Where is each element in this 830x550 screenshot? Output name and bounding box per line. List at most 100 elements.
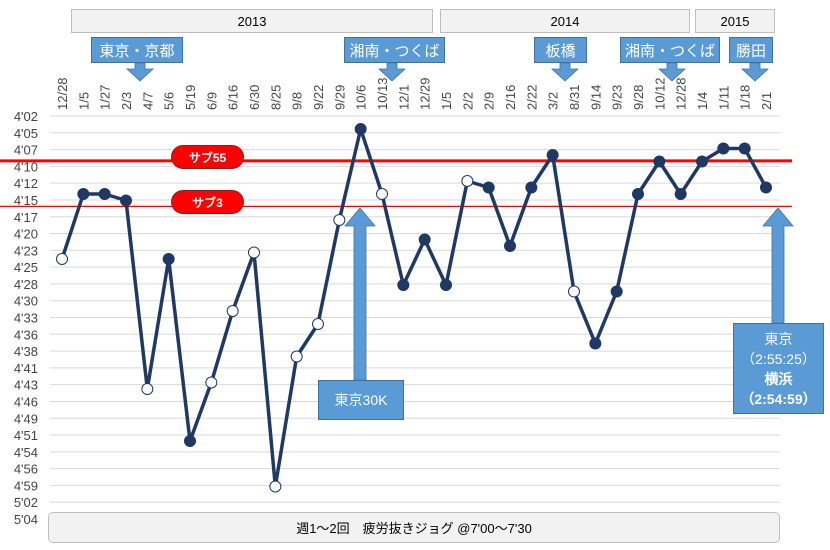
y-tick-label: 4'23 bbox=[14, 243, 38, 258]
data-point bbox=[717, 142, 730, 155]
x-tick-label: 9/14 bbox=[588, 85, 603, 110]
x-tick-label: 1/11 bbox=[716, 86, 731, 110]
x-tick-label: 9/28 bbox=[631, 85, 646, 110]
x-tick-label: 3/2 bbox=[546, 92, 561, 110]
down-arrow-icon bbox=[550, 62, 580, 82]
down-arrow-icon bbox=[657, 62, 687, 82]
x-tick-label: 4/7 bbox=[140, 92, 155, 110]
down-arrow-icon bbox=[125, 62, 155, 82]
y-tick-label: 4'30 bbox=[14, 294, 38, 309]
data-point bbox=[589, 337, 602, 350]
data-point bbox=[290, 350, 303, 363]
year-2015: 2015 bbox=[695, 9, 775, 33]
y-tick-label: 4'46 bbox=[14, 394, 38, 409]
y-tick-label: 5'02 bbox=[14, 495, 38, 510]
data-point bbox=[333, 214, 346, 226]
x-tick-label: 6/9 bbox=[204, 92, 219, 110]
data-point bbox=[461, 175, 474, 187]
x-tick-label: 5/19 bbox=[183, 85, 198, 110]
x-tick-label: 2/16 bbox=[503, 85, 518, 110]
y-tick-label: 4'51 bbox=[14, 428, 38, 443]
data-point bbox=[610, 285, 623, 298]
result-yokohama-label: 横浜 bbox=[764, 370, 793, 387]
x-tick-label: 10/6 bbox=[354, 85, 369, 110]
data-point bbox=[205, 376, 218, 389]
x-tick-label: 2/3 bbox=[119, 92, 134, 110]
x-tick-label: 9/22 bbox=[311, 85, 326, 110]
y-tick-label: 4'15 bbox=[14, 193, 38, 208]
data-point bbox=[418, 233, 431, 246]
x-tick-label: 2/1 bbox=[759, 92, 774, 110]
y-tick-label: 4'33 bbox=[14, 311, 38, 326]
year-2014: 2014 bbox=[440, 9, 690, 33]
data-point bbox=[738, 142, 751, 155]
data-point bbox=[397, 279, 410, 291]
x-tick-label: 8/31 bbox=[567, 85, 582, 110]
data-point bbox=[504, 240, 516, 252]
y-tick-label: 4'20 bbox=[14, 227, 38, 242]
x-tick-label: 6/16 bbox=[226, 85, 241, 110]
y-tick-label: 4'56 bbox=[14, 462, 38, 477]
y-tick-label: 4'25 bbox=[14, 260, 38, 275]
x-tick-label: 1/5 bbox=[76, 92, 91, 110]
data-point bbox=[141, 383, 154, 395]
data-point bbox=[162, 253, 175, 265]
callout-katsuta: 勝田 bbox=[729, 37, 773, 63]
data-point bbox=[354, 123, 367, 135]
x-tick-label: 12/28 bbox=[674, 77, 689, 110]
y-tick-label: 5'04 bbox=[14, 512, 38, 527]
data-point bbox=[226, 305, 239, 317]
x-tick-label: 9/29 bbox=[332, 85, 347, 110]
data-point bbox=[653, 155, 666, 168]
callout-marathon-results: 東京 （2:55:25） 横浜 （2:54:59） bbox=[733, 323, 824, 414]
x-tick-label: 5/6 bbox=[162, 92, 177, 110]
y-tick-label: 4'07 bbox=[14, 143, 38, 158]
x-tick-label: 9/23 bbox=[610, 85, 625, 110]
data-point bbox=[184, 435, 196, 447]
data-point bbox=[568, 285, 580, 298]
y-tick-label: 4'49 bbox=[14, 411, 38, 426]
down-arrow-icon bbox=[377, 62, 407, 82]
data-point bbox=[760, 181, 772, 194]
up-arrow-icon bbox=[344, 207, 376, 381]
y-tick-label: 4'10 bbox=[14, 159, 38, 174]
callout-tokyo-30k: 東京30K bbox=[318, 380, 404, 420]
y-tick-label: 4'59 bbox=[14, 478, 38, 493]
x-tick-label: 1/5 bbox=[439, 92, 454, 110]
callout-itabashi: 板橋 bbox=[534, 37, 587, 63]
data-point bbox=[269, 480, 282, 493]
data-point bbox=[546, 149, 559, 161]
x-tick-label: 1/4 bbox=[695, 92, 710, 110]
callout-tokyo-kyoto: 東京・京都 bbox=[91, 37, 183, 63]
data-point bbox=[674, 188, 687, 200]
callout-shonan-tsukuba-2014: 湘南・つくば bbox=[620, 37, 720, 63]
data-point bbox=[120, 194, 132, 207]
sub55-label: サブ55 bbox=[171, 145, 244, 169]
x-tick-label: 10/12 bbox=[652, 77, 667, 110]
footer-note: 週1～2回 疲労抜きジョグ @7'00～7'30 bbox=[48, 512, 780, 543]
y-tick-label: 4'28 bbox=[14, 277, 38, 292]
x-tick-label: 1/18 bbox=[738, 85, 753, 110]
result-tokyo-label: 東京 bbox=[764, 330, 793, 347]
data-point bbox=[696, 155, 708, 168]
y-tick-label: 4'54 bbox=[14, 445, 38, 460]
sub3-label: サブ3 bbox=[171, 190, 244, 214]
x-tick-label: 2/22 bbox=[524, 85, 539, 110]
y-tick-label: 4'02 bbox=[14, 109, 38, 124]
data-point bbox=[525, 181, 538, 194]
data-point bbox=[56, 253, 68, 265]
x-tick-label: 2/9 bbox=[482, 92, 497, 110]
data-point bbox=[77, 188, 90, 200]
data-point bbox=[312, 318, 324, 330]
y-tick-label: 4'43 bbox=[14, 378, 38, 393]
x-tick-label: 1/27 bbox=[98, 85, 113, 110]
x-tick-label: 12/29 bbox=[418, 77, 433, 110]
data-point bbox=[440, 279, 452, 291]
year-2013: 2013 bbox=[71, 9, 433, 33]
data-point bbox=[98, 188, 111, 200]
x-tick-label: 2/2 bbox=[460, 92, 475, 110]
data-point bbox=[482, 181, 495, 194]
y-tick-label: 4'17 bbox=[14, 210, 38, 225]
x-tick-label: 10/13 bbox=[375, 77, 390, 110]
